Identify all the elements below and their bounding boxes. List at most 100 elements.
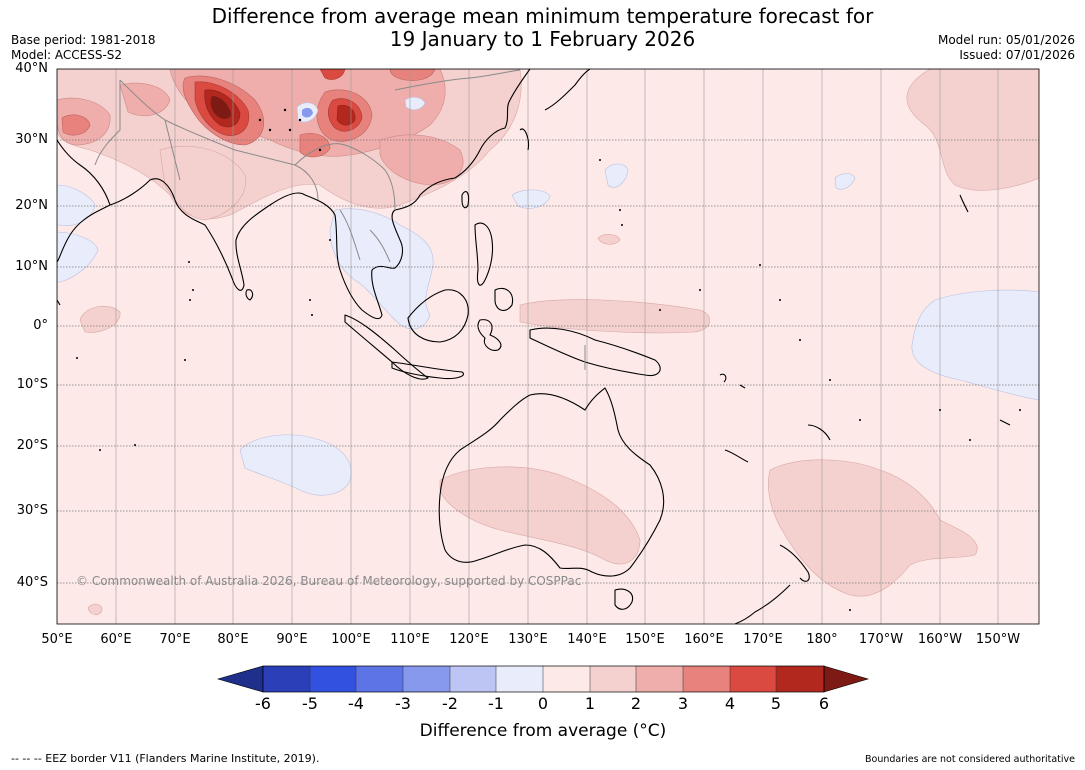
colorbar-tick: 5 — [770, 694, 782, 713]
colorbar-band-6 — [496, 666, 543, 692]
boundaries-note: Boundaries are not considered authoritat… — [865, 754, 1075, 765]
coastline-australia — [438, 387, 665, 577]
colorbar-tick: 3 — [677, 694, 689, 713]
lon-label-150e: 150°E — [625, 632, 665, 647]
anomaly-region-tibet-cool-core — [302, 107, 313, 118]
colorbar-band-2 — [310, 666, 357, 692]
coastline-sri-lanka — [245, 289, 254, 301]
lon-label-180: 180° — [806, 632, 838, 647]
anomaly-region-pacific-cool-3 — [834, 173, 856, 190]
lat-label-10s: 10°S — [16, 377, 48, 392]
colorbar-tick: -4 — [348, 694, 364, 713]
lat-label-equator: 0° — [33, 318, 48, 333]
lon-label-70e: 70°E — [159, 632, 191, 647]
lat-label-40s: 40°S — [16, 575, 48, 590]
colorbar-band-11 — [730, 666, 777, 692]
map-frame — [56, 68, 1040, 625]
anomaly-region-sichuan-max — [336, 105, 356, 126]
anomaly-region-india — [159, 145, 247, 221]
model-run: Model run: 05/01/2026 — [937, 33, 1075, 47]
coastline-new-zealand — [734, 544, 810, 624]
coastline-borneo — [407, 289, 469, 343]
coastline-sumatra — [344, 314, 429, 380]
lat-label-10n: 10°N — [15, 259, 48, 274]
anomaly-region-kazakh — [389, 69, 436, 81]
lon-label-160w: 160°W — [917, 632, 963, 647]
eez-border-note: -- -- -- EEZ border V11 (Flanders Marine… — [11, 752, 320, 765]
small-islands — [76, 108, 1021, 611]
lat-label-40n: 40°N — [15, 61, 48, 76]
anomaly-region-east-pacific-cool — [911, 289, 1039, 401]
anomaly-region-philippine-sea — [597, 234, 621, 245]
anomaly-region-pacific-cool-1 — [511, 189, 551, 209]
lat-label-30s: 30°S — [16, 503, 48, 518]
lon-label-110e: 110°E — [390, 632, 430, 647]
anomaly-region-himalaya-peak — [210, 96, 231, 119]
coastline-korea-japan — [519, 69, 591, 151]
coastline-sulawesi — [477, 319, 502, 351]
country-borders — [94, 69, 586, 370]
lon-label-100e: 100°E — [331, 632, 371, 647]
colorbar-tick: -6 — [255, 694, 271, 713]
anomaly-region-indochina — [329, 208, 434, 330]
coastline-philippines — [474, 222, 514, 311]
colorbar-tick: 6 — [818, 694, 830, 713]
base-period: Base period: 1981-2018 — [11, 33, 156, 47]
lon-label-170w: 170°W — [858, 632, 904, 647]
lon-label-120e: 120°E — [449, 632, 489, 647]
lon-label-60e: 60°E — [100, 632, 132, 647]
anomaly-region-south-china — [379, 134, 464, 186]
anomaly-region-central-asia — [119, 82, 171, 116]
lon-label-150w: 150°W — [975, 632, 1021, 647]
anomaly-region-australia — [439, 466, 641, 565]
colorbar-tick: 4 — [724, 694, 736, 713]
lon-label-170e: 170°E — [743, 632, 783, 647]
coastline-taiwan — [461, 191, 470, 209]
colorbar-band-8 — [590, 666, 637, 692]
colorbar-band-12 — [776, 666, 824, 692]
coastline-tasmania — [614, 588, 634, 610]
colorbar-tick: -1 — [488, 694, 504, 713]
lat-label-20s: 20°S — [16, 438, 48, 453]
anomaly-region-south-indian — [87, 603, 103, 615]
lon-label-140e: 140°E — [567, 632, 607, 647]
anomaly-region-pakistan — [61, 114, 91, 136]
anomaly-region-equatorial-pacific — [519, 299, 710, 334]
map-title-line2: 19 January to 1 February 2026 — [389, 27, 696, 51]
colorbar-tick: -2 — [442, 694, 458, 713]
colorbar-band-1 — [263, 666, 310, 692]
anomaly-region-pacific-cool-2 — [604, 163, 629, 188]
coastline-china — [419, 69, 531, 196]
coastline-new-guinea — [529, 327, 661, 377]
lat-label-30n: 30°N — [15, 132, 48, 147]
coastline-java — [391, 361, 464, 380]
copyright-notice: © Commonwealth of Australia 2026, Bureau… — [76, 574, 582, 588]
lon-label-160e: 160°E — [684, 632, 724, 647]
issued-date: Issued: 07/01/2026 — [959, 48, 1075, 62]
coastline-indochina — [304, 194, 421, 320]
lon-label-80e: 80°E — [217, 632, 249, 647]
colorbar-tick: -3 — [395, 694, 411, 713]
anomaly-region-south-indian-cool — [239, 434, 352, 496]
colorbar-band-10 — [683, 666, 730, 692]
colorbar-arrow-low — [216, 665, 264, 693]
colorbar-band-3 — [356, 666, 403, 692]
colorbar-tick: 1 — [584, 694, 596, 713]
anomaly-region-yunnan — [299, 133, 331, 158]
coastline-africa-arabia — [57, 139, 111, 306]
coastline-pacific-islands — [719, 194, 1011, 463]
map-title-line1: Difference from average mean minimum tem… — [211, 4, 874, 28]
lon-label-130e: 130°E — [508, 632, 548, 647]
colorbar-band-4 — [403, 666, 450, 692]
colorbar-label: Difference from average (°C) — [419, 721, 667, 741]
colorbar-tick: -5 — [302, 694, 318, 713]
colorbar-band-9 — [636, 666, 683, 692]
colorbar-band-5 — [450, 666, 497, 692]
lon-label-90e: 90°E — [276, 632, 308, 647]
colorbar-band-7 — [543, 666, 590, 692]
colorbar-tick: 2 — [630, 694, 642, 713]
model-name: Model: ACCESS-S2 — [11, 48, 123, 62]
lon-label-50e: 50°E — [41, 632, 73, 647]
graticule-meridians — [57, 69, 999, 624]
